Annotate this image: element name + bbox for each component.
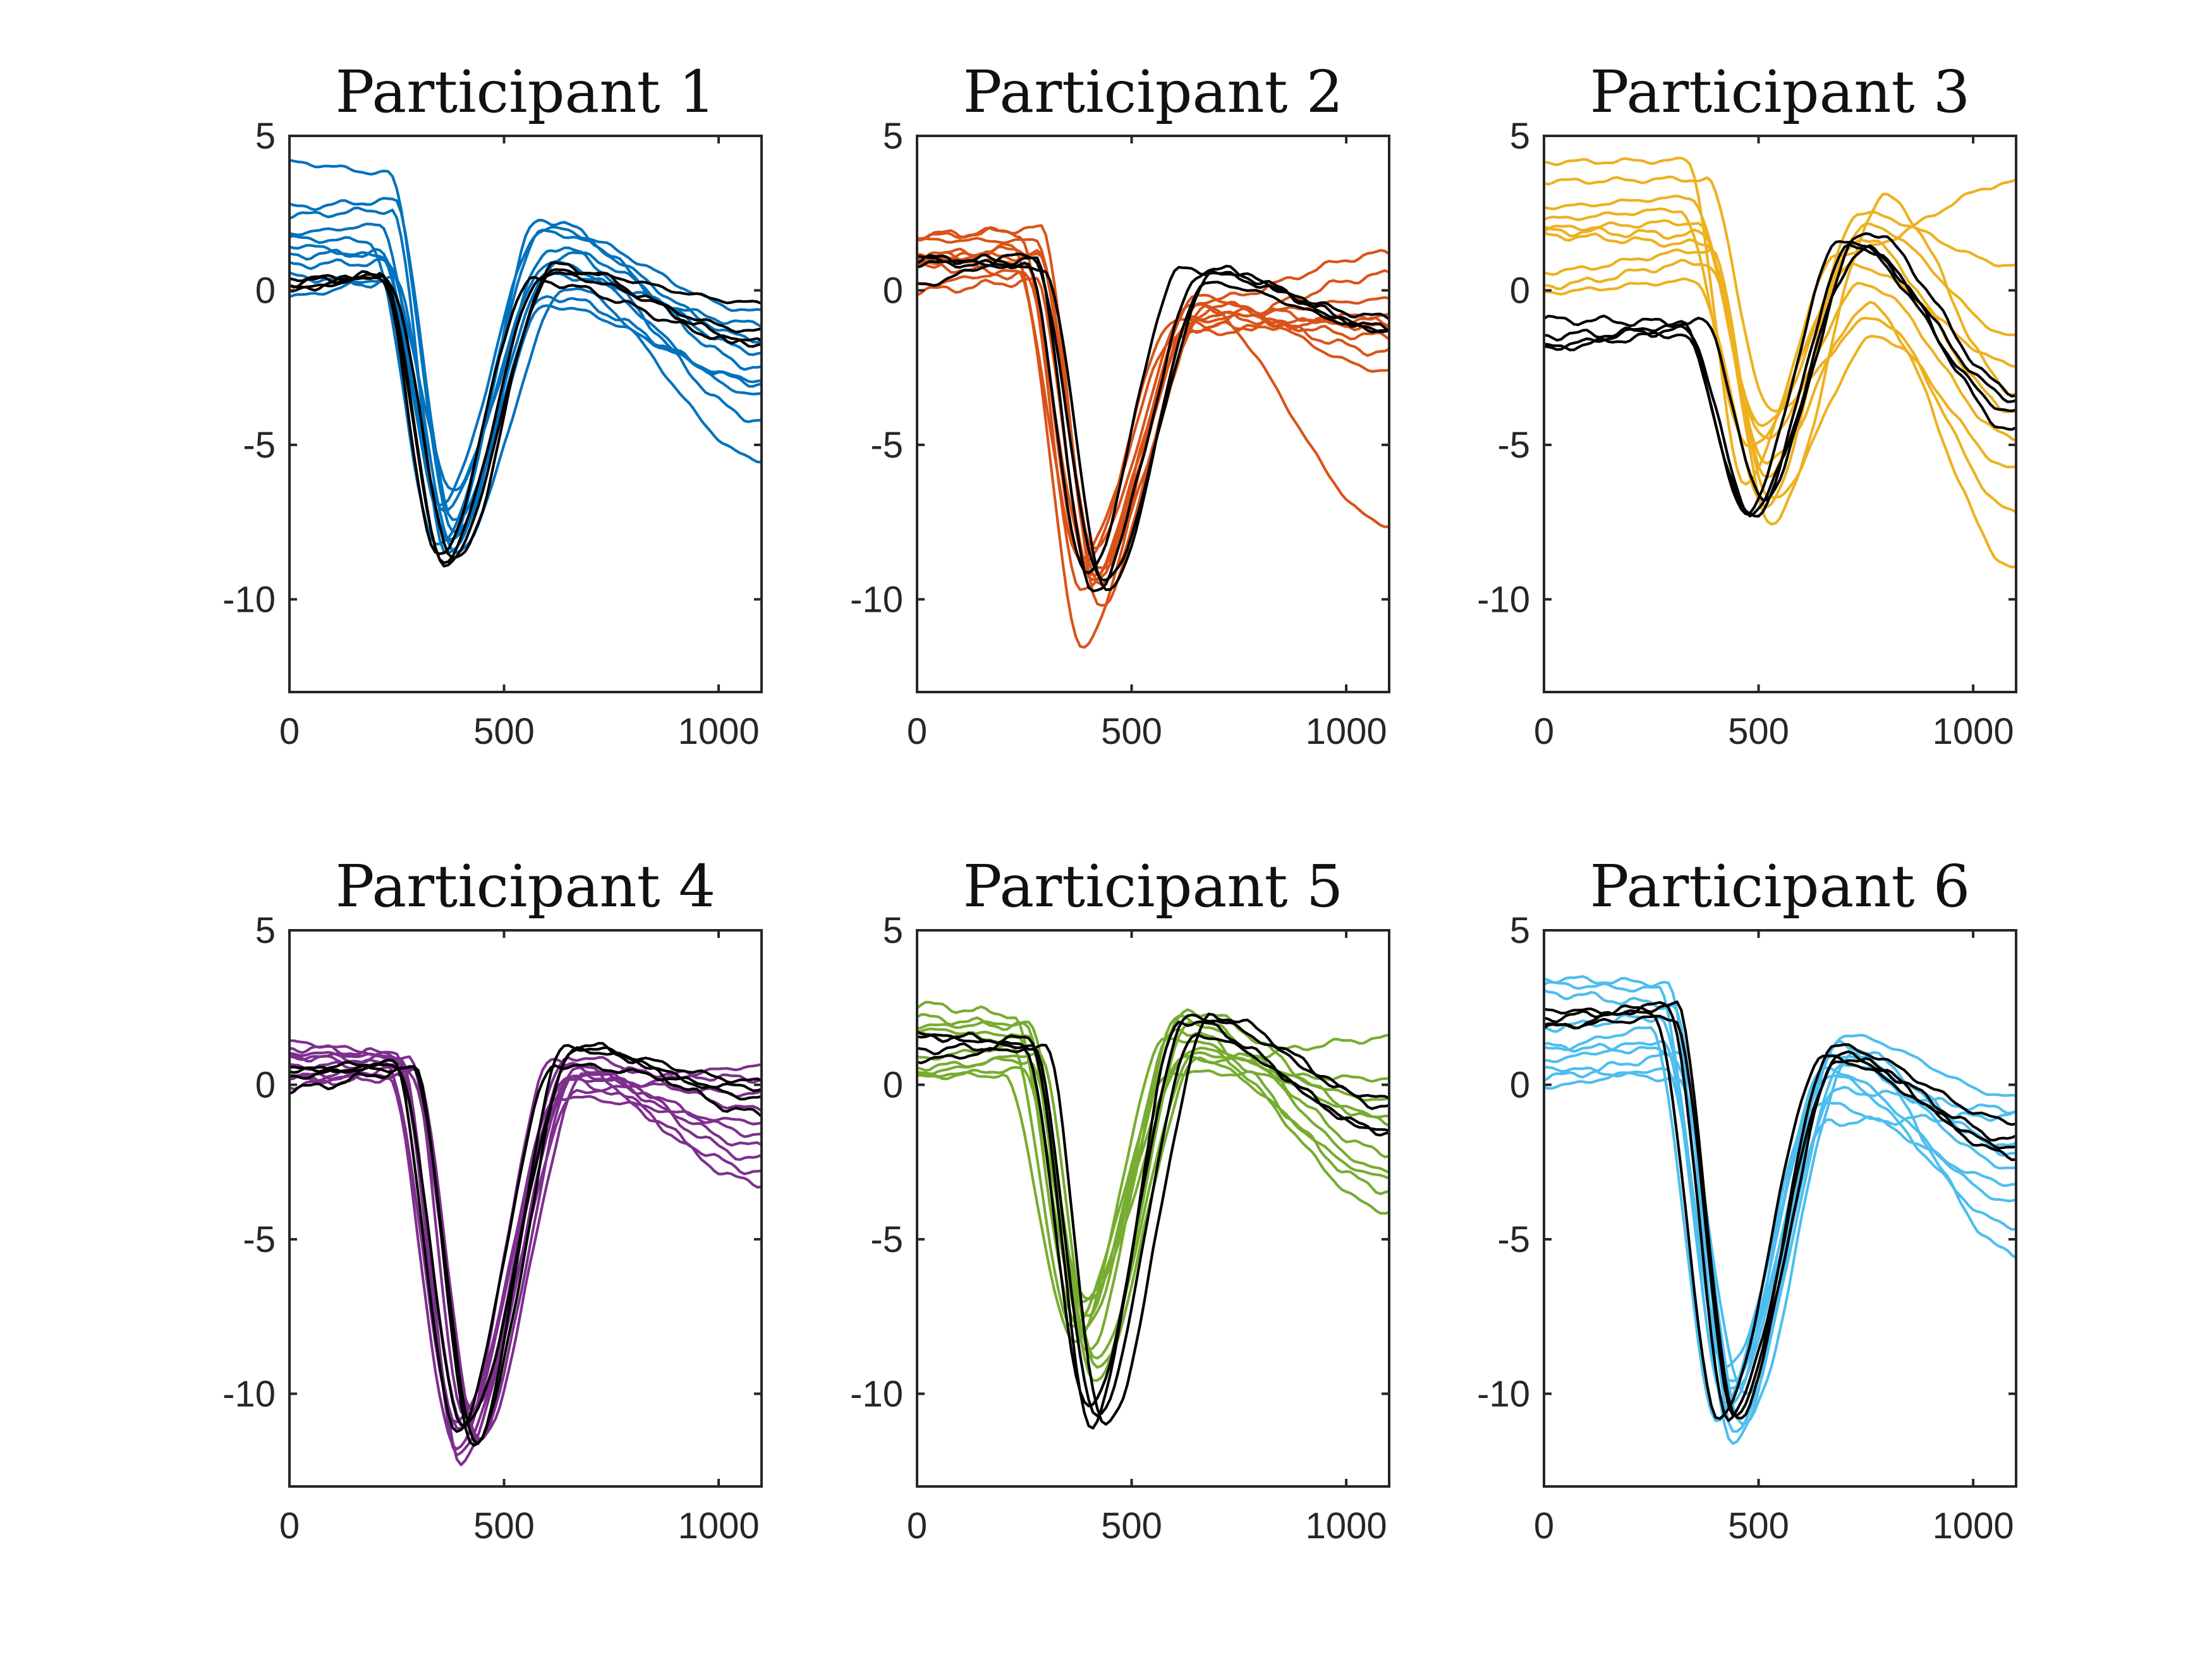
y-tick-label: -5 [243,1219,276,1260]
x-tick-label: 1000 [1933,711,2014,752]
y-tick-label: -10 [1477,1373,1530,1414]
panel-3: Participant 3 0 500 1000 5 0 -5 -10 [1477,58,2017,752]
trial-trace-5 [289,228,762,545]
reference-trace-4 [917,1012,1389,1426]
y-tick-label: -10 [222,1373,276,1414]
panel-title: Participant 3 [1590,58,1971,126]
reference-trace-3 [1544,243,2016,518]
reference-trace-3 [289,271,762,564]
y-tick-label: -10 [850,579,903,620]
trial-trace-3 [289,246,762,492]
reference-trace-4 [289,261,762,559]
y-tick-label: 5 [1510,910,1530,951]
y-tick-label: -10 [850,1373,903,1414]
x-tick-label: 500 [1101,1505,1162,1547]
panel-6: Participant 6 0 500 1000 5 0 -5 -10 [1477,853,2017,1547]
trial-trace-1 [1544,193,2016,526]
panel-5: Participant 5 0 500 1000 5 0 -5 -10 [850,853,1390,1547]
x-tick-label: 1000 [1933,1505,2014,1547]
x-tick-label: 0 [907,1505,927,1547]
reference-trace-4 [289,1044,762,1447]
reference-trace-1 [1544,1000,2016,1420]
trial-trace-7 [289,275,762,554]
trial-trace-7 [1544,210,2016,509]
trial-trace-9 [289,226,762,507]
x-tick-label: 0 [1534,1505,1554,1547]
reference-trace-3 [917,1033,1389,1418]
trial-trace-8 [917,245,1389,586]
panel-4: Participant 4 0 500 1000 5 0 -5 -10 [222,853,763,1547]
reference-trace-1 [289,1042,762,1445]
trial-trace-7 [917,1020,1389,1382]
panel-2: Participant 2 0 500 1000 5 0 -5 -10 [850,58,1390,752]
x-tick-label: 0 [279,711,300,752]
x-tick-label: 0 [907,711,927,752]
y-tick-label: -10 [1477,579,1530,620]
reference-trace-2 [289,272,762,556]
trial-trace-6 [289,222,762,513]
panel-title: Participant 4 [336,853,716,920]
x-tick-label: 1000 [1306,711,1387,752]
axes-box [916,929,1390,1488]
reference-trace-2 [1544,240,2016,516]
y-tick-label: 5 [255,910,276,951]
y-tick-label: 0 [883,1064,903,1105]
x-tick-label: 1000 [1306,1505,1387,1547]
reference-trace-4 [1544,232,2016,502]
x-tick-label: 1000 [678,1505,760,1547]
y-tick-label: 0 [255,270,276,311]
trial-trace-5 [1544,248,2016,499]
trial-trace-9 [917,260,1389,576]
y-tick-label: 5 [883,116,903,157]
trial-trace-10 [917,1051,1389,1360]
reference-trace-4 [917,252,1389,581]
x-tick-label: 0 [1534,711,1554,752]
panel-title: Participant 2 [963,58,1344,126]
trial-trace-10 [917,236,1389,549]
y-tick-label: -5 [1497,1219,1530,1260]
y-tick-label: 5 [255,116,276,157]
y-tick-label: 5 [1510,116,1530,157]
y-tick-label: -5 [1497,425,1530,466]
trial-trace-4 [917,1013,1389,1352]
trial-trace-2 [1544,157,2016,486]
y-tick-label: 0 [1510,270,1530,311]
y-tick-label: 0 [255,1064,276,1105]
y-tick-label: 0 [1510,1064,1530,1105]
x-tick-label: 500 [1728,711,1789,752]
trial-trace-8 [1544,175,2016,514]
panel-title: Participant 5 [963,853,1344,920]
trial-trace-9 [289,1055,762,1424]
trial-trace-10 [1544,1064,2016,1395]
panel-1: Participant 1 0 500 1000 5 0 -5 -10 [222,58,763,752]
y-tick-label: -5 [870,425,903,466]
panel-title: Participant 6 [1590,853,1971,920]
y-tick-label: -10 [222,579,276,620]
y-tick-label: 5 [883,910,903,951]
panel-title: Participant 1 [336,58,716,126]
trial-trace-10 [289,1067,762,1440]
trial-trace-5 [1544,1051,2016,1425]
axes-box [288,135,763,693]
trial-trace-2 [289,206,762,555]
reference-trace-2 [917,1013,1389,1407]
trial-trace-3 [1544,1033,2016,1383]
x-tick-label: 500 [473,1505,535,1547]
reference-trace-4 [1544,1014,2016,1417]
x-tick-label: 0 [279,1505,300,1547]
y-tick-label: -5 [870,1219,903,1260]
x-tick-label: 1000 [678,711,760,752]
y-tick-label: 0 [883,270,903,311]
y-tick-label: -5 [243,425,276,466]
x-tick-label: 500 [1728,1505,1789,1547]
trial-trace-3 [1544,258,2016,569]
x-tick-label: 500 [1101,711,1162,752]
trial-trace-8 [289,1057,762,1450]
x-tick-label: 500 [473,711,535,752]
